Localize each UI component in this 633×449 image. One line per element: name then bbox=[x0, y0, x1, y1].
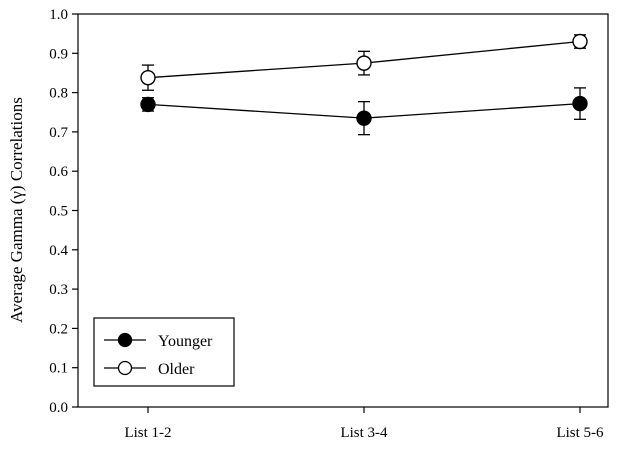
data-point-younger bbox=[572, 95, 588, 112]
y-tick-label: 0.3 bbox=[49, 282, 68, 298]
y-tick-label: 0.4 bbox=[49, 243, 68, 259]
data-point-younger bbox=[140, 96, 156, 113]
y-tick-label: 0.5 bbox=[49, 204, 68, 220]
legend-marker-older bbox=[117, 360, 133, 376]
y-axis: 0.0 0.1 0.2 0.3 0.4 0.5 0.6 0.7 0.8 0.9 1.0 bbox=[49, 7, 78, 416]
data-point-younger bbox=[356, 110, 372, 126]
x-tick-label: List 3-4 bbox=[340, 425, 388, 441]
y-tick-label: 0.9 bbox=[49, 46, 68, 62]
data-point-older bbox=[356, 55, 372, 71]
y-axis-title: Average Gamma (γ) Correlations bbox=[7, 97, 26, 323]
data-point-older bbox=[572, 33, 588, 50]
y-tick-label: 0.2 bbox=[49, 321, 68, 337]
legend: Younger Older bbox=[93, 317, 235, 387]
legend-label-younger: Younger bbox=[158, 333, 213, 350]
data-point-older bbox=[140, 69, 156, 86]
x-tick-label: List 1-2 bbox=[124, 425, 171, 441]
legend-marker-younger bbox=[117, 332, 133, 348]
x-axis: List 1-2 List 3-4 List 5-6 bbox=[124, 407, 604, 441]
series-layer bbox=[140, 33, 588, 136]
y-tick-label: 0.6 bbox=[49, 164, 68, 180]
legend-box bbox=[93, 317, 235, 387]
y-tick-label: 0.7 bbox=[49, 125, 68, 141]
y-tick-label: 1.0 bbox=[49, 7, 68, 23]
legend-label-older: Older bbox=[158, 361, 195, 378]
x-tick-label: List 5-6 bbox=[556, 425, 604, 441]
y-tick-label: 0.8 bbox=[49, 86, 68, 102]
y-tick-label: 0.1 bbox=[49, 361, 68, 377]
y-tick-label: 0.0 bbox=[49, 400, 68, 416]
